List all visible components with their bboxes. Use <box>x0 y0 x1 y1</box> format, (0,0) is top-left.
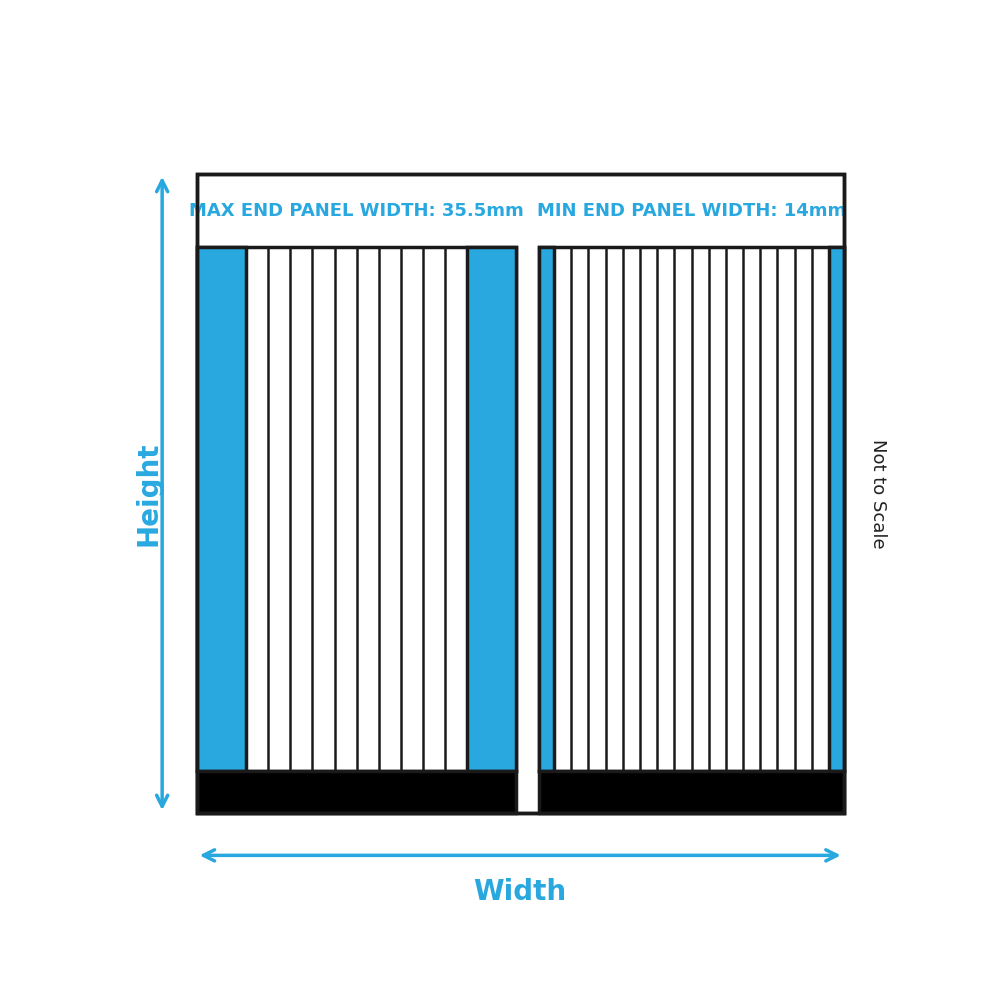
Bar <box>197 771 516 813</box>
Bar <box>197 247 246 771</box>
Bar <box>197 247 516 771</box>
Text: MIN END PANEL WIDTH: 14mm: MIN END PANEL WIDTH: 14mm <box>537 202 846 220</box>
Bar <box>197 174 844 813</box>
Bar <box>467 247 516 771</box>
Text: Height: Height <box>134 441 162 546</box>
Text: MAX END PANEL WIDTH: 35.5mm: MAX END PANEL WIDTH: 35.5mm <box>189 202 524 220</box>
Text: Not to Scale: Not to Scale <box>869 439 887 548</box>
Bar <box>539 247 844 771</box>
Bar <box>539 771 844 813</box>
Bar <box>197 174 844 813</box>
Bar <box>539 247 554 771</box>
Text: Width: Width <box>474 878 567 906</box>
Bar <box>829 247 844 771</box>
